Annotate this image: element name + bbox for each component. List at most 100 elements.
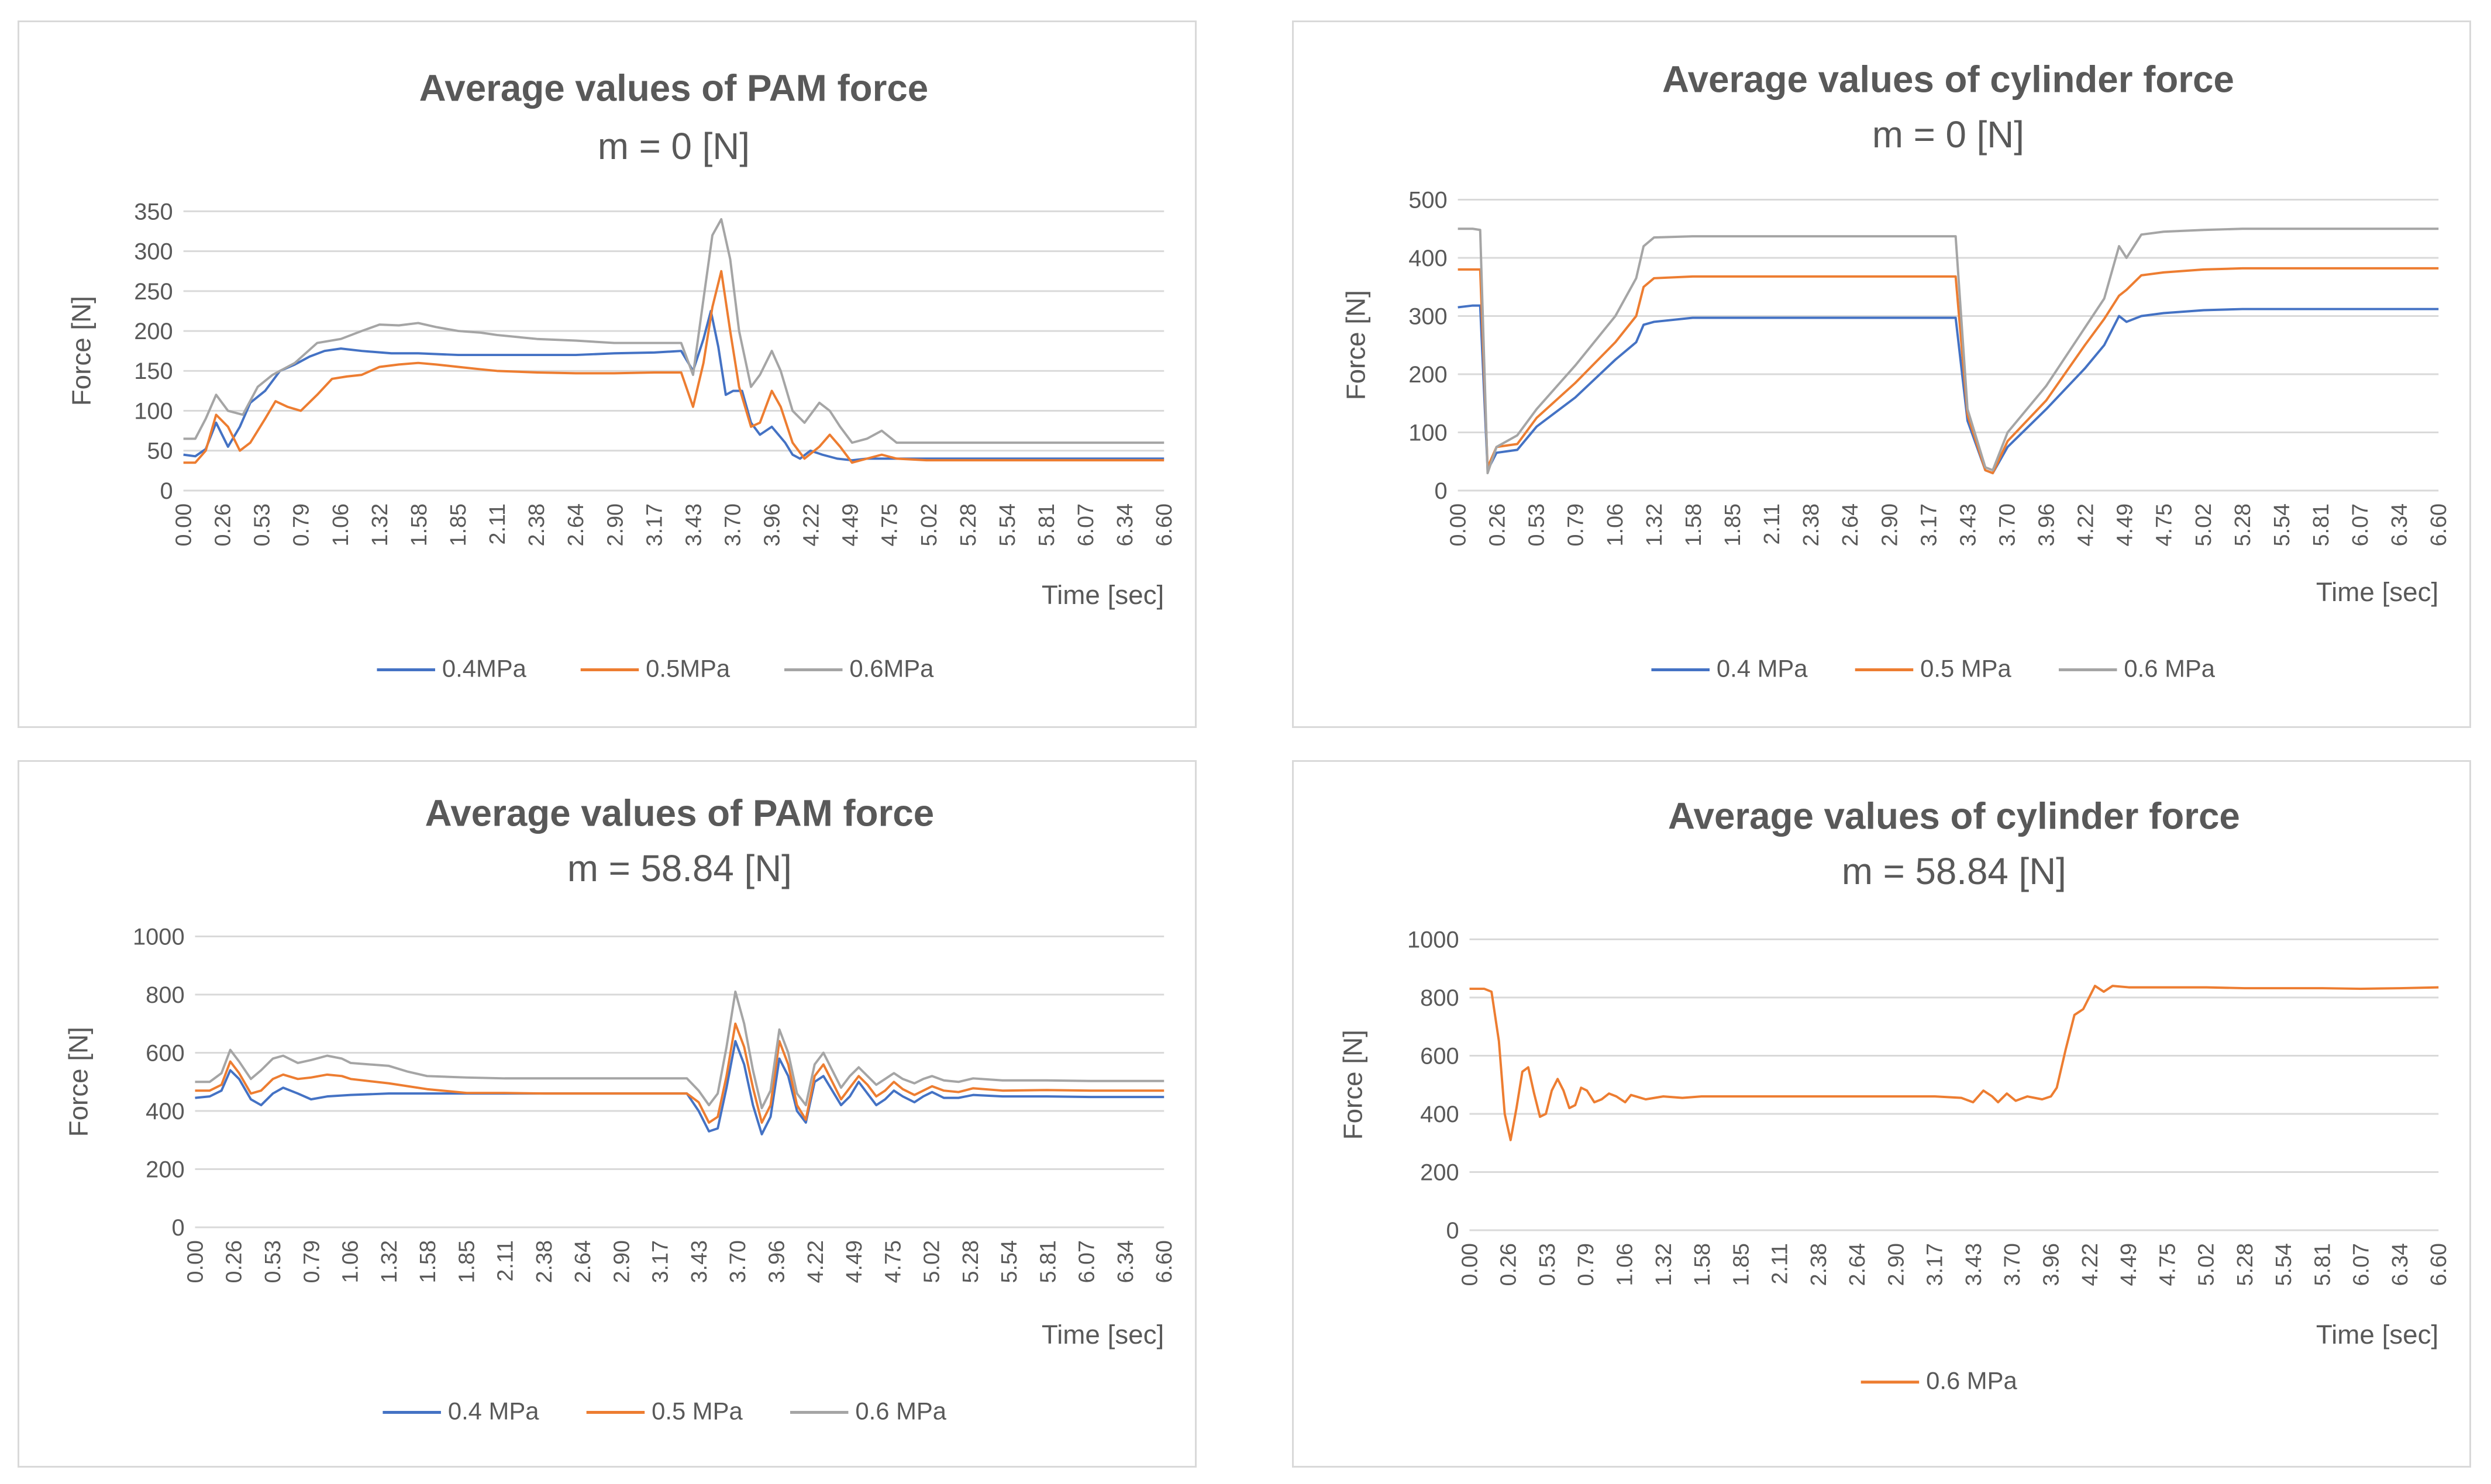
y-tick-label: 200: [1420, 1159, 1459, 1185]
x-tick-label: 1.06: [1613, 1243, 1638, 1286]
x-tick-label: 4.49: [842, 1240, 867, 1283]
y-axis-label: Force [N]: [1338, 1030, 1367, 1140]
x-tick-label: 0.53: [1525, 503, 1549, 547]
legend-label: 0.5 MPa: [1920, 654, 2011, 682]
x-tick-label: 1.85: [1729, 1243, 1753, 1286]
y-tick-label: 100: [1408, 420, 1447, 446]
x-tick-label: 6.07: [1074, 503, 1098, 547]
chart-panel-pam-force-m58: Average values of PAM force m = 58.84 [N]…: [18, 760, 1197, 1468]
y-axis-label: Force [N]: [63, 1027, 93, 1137]
x-tick-label: 0.79: [290, 503, 314, 547]
series-line-1: [183, 270, 1164, 464]
x-tick-label: 0.79: [1564, 503, 1589, 547]
legend-label: 0.6 MPa: [855, 1397, 946, 1424]
x-tick-label: 2.90: [1877, 503, 1902, 547]
x-tick-label: 3.96: [2035, 503, 2059, 547]
x-tick-label: 5.02: [2194, 1243, 2219, 1286]
x-tick-label: 6.34: [1114, 1240, 1138, 1283]
y-tick-label: 400: [1408, 246, 1447, 271]
x-tick-label: 2.38: [1799, 503, 1824, 547]
x-tick-label: 4.75: [2152, 503, 2177, 547]
y-tick-label: 350: [134, 199, 173, 225]
y-tick-label: 800: [146, 982, 184, 1008]
chart-title: Average values of cylinder force: [1662, 58, 2234, 100]
x-tick-label: 2.11: [485, 503, 510, 545]
chart-svg: Average values of cylinder force m = 0 [N…: [1341, 58, 2451, 682]
x-axis-label: Time [sec]: [2316, 1320, 2438, 1350]
x-tick-label: 3.96: [2039, 1243, 2063, 1286]
x-tick-label: 0.00: [183, 1240, 208, 1283]
x-tick-label: 3.96: [760, 503, 785, 547]
x-tick-label: 1.32: [1652, 1243, 1676, 1286]
x-tick-label: 2.90: [603, 503, 628, 547]
y-tick-label: 600: [1420, 1043, 1459, 1069]
series-line-2: [195, 991, 1164, 1110]
x-tick-label: 4.49: [2117, 1243, 2141, 1286]
y-tick-label: 300: [134, 239, 173, 265]
x-tick-label: 5.54: [2272, 1243, 2296, 1286]
y-tick-label: 0: [160, 478, 173, 504]
x-tick-label: 3.17: [1917, 503, 1941, 547]
x-tick-label: 4.49: [839, 503, 863, 547]
x-tick-label: 3.43: [1962, 1243, 1986, 1286]
chart-svg: Average values of PAM force m = 0 [N] 0 50 1…: [66, 67, 1177, 682]
x-tick-label: 6.07: [2349, 1243, 2374, 1286]
x-tick-label: 2.11: [494, 1240, 518, 1282]
y-tick-label: 0: [171, 1215, 184, 1241]
x-tick-label: 6.60: [2427, 1243, 2451, 1286]
series-line-1: [1458, 267, 2439, 475]
chart-subtitle: m = 58.84 [N]: [567, 848, 792, 889]
x-tick-label: 3.17: [642, 503, 667, 547]
x-tick-label: 0.26: [1497, 1243, 1521, 1286]
y-tick-label: 50: [147, 439, 173, 464]
x-tick-label: 2.64: [1845, 1243, 1870, 1286]
chart-panel-pam-force-m0: Average values of PAM force m = 0 [N] 0 50 1…: [18, 20, 1197, 728]
y-tick-label: 100: [134, 398, 173, 424]
x-tick-label: 4.22: [800, 503, 824, 547]
x-tick-label: 3.17: [649, 1240, 673, 1283]
series-line-0: [183, 309, 1164, 462]
x-tick-label: 2.11: [1760, 503, 1784, 545]
x-tick-label: 5.54: [2270, 503, 2294, 547]
y-axis-label: Force [N]: [1341, 290, 1370, 400]
x-tick-label: 4.75: [2155, 1243, 2180, 1286]
x-tick-label: 2.64: [564, 503, 588, 547]
chart-svg: Average values of PAM force m = 58.84 [N]…: [63, 792, 1177, 1424]
legend-label: 0.5 MPa: [652, 1397, 743, 1424]
x-tick-label: 5.54: [995, 503, 1020, 547]
x-tick-label: 6.60: [2427, 503, 2451, 547]
x-tick-label: 6.34: [2388, 1243, 2413, 1286]
x-tick-label: 4.49: [2113, 503, 2138, 547]
x-tick-label: 5.02: [917, 503, 942, 547]
chart-title: Average values of cylinder force: [1668, 795, 2240, 837]
x-tick-label: 3.17: [1923, 1243, 1948, 1286]
x-tick-label: 1.58: [416, 1240, 440, 1283]
x-tick-label: 3.43: [681, 503, 706, 547]
x-tick-label: 0.79: [1574, 1243, 1598, 1286]
series-line-2: [1458, 227, 2439, 475]
x-tick-label: 1.58: [1682, 503, 1706, 547]
x-tick-label: 0.00: [172, 503, 197, 547]
x-tick-label: 3.70: [721, 503, 745, 547]
x-tick-label: 1.06: [339, 1240, 363, 1283]
y-tick-label: 200: [134, 319, 173, 344]
series-line-0: [1469, 985, 2439, 1141]
x-tick-label: 2.38: [525, 503, 549, 547]
x-tick-label: 5.81: [2310, 1243, 2335, 1286]
x-tick-label: 6.07: [1075, 1240, 1100, 1283]
x-tick-label: 1.06: [329, 503, 353, 547]
chart-title: Average values of PAM force: [419, 67, 928, 109]
x-tick-label: 6.34: [2387, 503, 2412, 547]
x-tick-label: 1.06: [1603, 503, 1628, 547]
series-line-1: [195, 1022, 1164, 1124]
series-line-0: [195, 1040, 1164, 1136]
x-tick-label: 0.26: [1486, 503, 1510, 547]
x-tick-label: 1.32: [377, 1240, 402, 1283]
chart-subtitle: m = 0 [N]: [1872, 114, 2024, 156]
legend-label: 0.6MPa: [849, 654, 934, 682]
x-axis-label: Time [sec]: [1042, 580, 1164, 610]
x-axis-label: Time [sec]: [2316, 577, 2438, 607]
x-tick-label: 2.64: [1838, 503, 1863, 547]
x-tick-label: 0.53: [250, 503, 275, 547]
y-tick-label: 800: [1420, 985, 1459, 1011]
